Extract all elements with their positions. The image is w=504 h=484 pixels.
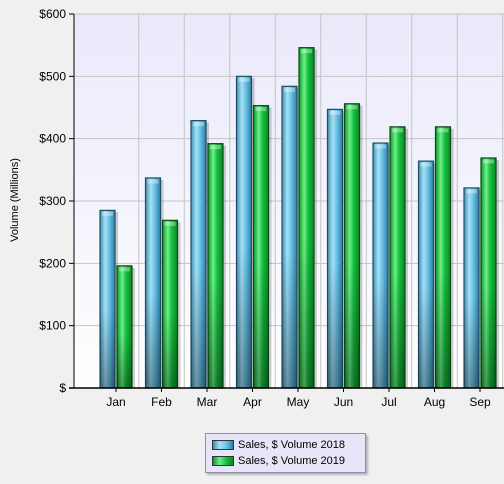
y-tick-label: $300	[39, 194, 66, 208]
bar-highlight	[301, 49, 312, 54]
bar-highlight	[147, 179, 159, 184]
y-tick-label: $200	[39, 256, 66, 270]
bar-shade	[464, 187, 479, 388]
bar-shade	[481, 157, 496, 388]
bar-highlight	[284, 87, 295, 92]
y-tick-label: $500	[39, 69, 66, 83]
bar-shade	[299, 47, 314, 388]
x-tick-label-may: May	[287, 395, 310, 409]
bar-highlight	[437, 128, 449, 133]
x-tick-label-feb: Feb	[151, 395, 172, 409]
bar-shade	[100, 210, 115, 388]
axes	[69, 13, 504, 392]
bar-highlight	[329, 110, 341, 115]
legend: Sales, $ Volume 2018 Sales, $ Volume 201…	[205, 433, 366, 473]
y-tick-label: $400	[39, 132, 66, 146]
bar-shade	[390, 126, 405, 388]
legend-swatch-2019	[212, 456, 234, 466]
bars	[99, 47, 499, 389]
x-tick-label-apr: Apr	[243, 395, 262, 409]
bar-shade	[145, 177, 161, 388]
labels: $ $100 $200 $300 $400 $500 $600 Jan Feb Mar Apr May…	[39, 7, 491, 409]
x-tick-label-jul: Jul	[381, 395, 396, 409]
bar-shade	[117, 265, 132, 388]
bar-shade	[418, 161, 434, 388]
y-axis-title: Volume (Millions)	[9, 158, 21, 242]
bar-shade	[373, 143, 388, 388]
bar-shade	[191, 120, 206, 388]
bar-shade	[208, 143, 223, 388]
y-tick-label: $100	[39, 319, 66, 333]
bar-highlight	[466, 189, 477, 194]
bar-highlight	[483, 159, 494, 164]
x-tick-label-jun: Jun	[334, 395, 353, 409]
bar-highlight	[193, 122, 204, 127]
x-tick-label-sep: Sep	[469, 395, 491, 409]
y-tick-label: $600	[39, 7, 66, 21]
legend-label-2019: Sales, $ Volume 2019	[238, 455, 346, 467]
bar-highlight	[375, 144, 386, 149]
y-tick-label: $	[59, 381, 66, 395]
bar-shade	[162, 220, 178, 388]
bar-shade	[435, 126, 451, 388]
bar-highlight	[346, 105, 358, 110]
x-tick-label-mar: Mar	[197, 395, 218, 409]
bar-highlight	[119, 267, 130, 272]
x-tick-label-aug: Aug	[424, 395, 445, 409]
bar-shade	[236, 76, 252, 388]
legend-swatch-2018	[212, 440, 234, 450]
bar-shade	[282, 86, 297, 388]
bar-shade	[327, 109, 343, 389]
bar-highlight	[238, 77, 250, 82]
legend-item-2019: Sales, $ Volume 2019	[212, 453, 359, 469]
bar-highlight	[102, 211, 113, 216]
bar-highlight	[255, 107, 267, 112]
x-tick-label-jan: Jan	[106, 395, 125, 409]
bar-shade	[344, 103, 360, 388]
bar-shade	[253, 105, 269, 388]
legend-item-2018: Sales, $ Volume 2018	[212, 437, 359, 453]
bar-highlight	[210, 145, 221, 150]
bar-highlight	[420, 162, 432, 167]
bar-highlight	[392, 128, 403, 133]
bar-highlight	[164, 221, 176, 226]
legend-label-2018: Sales, $ Volume 2018	[238, 439, 346, 451]
